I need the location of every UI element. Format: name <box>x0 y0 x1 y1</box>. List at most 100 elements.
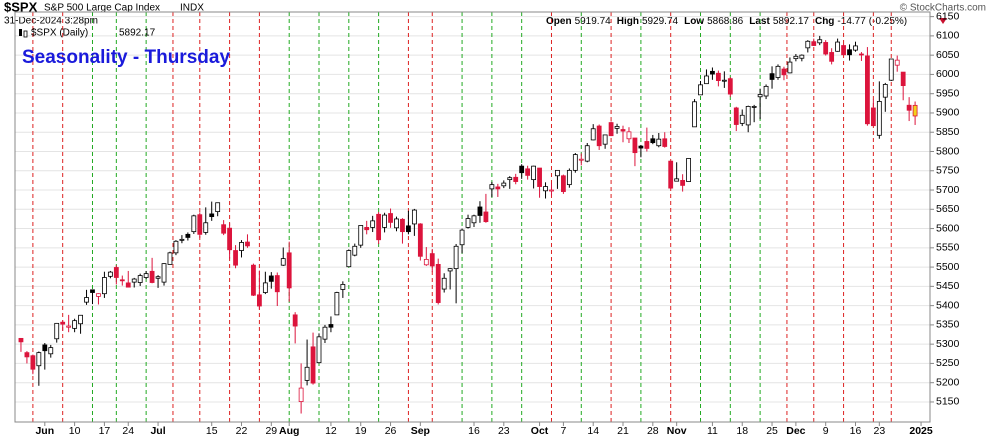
candle-body <box>197 214 203 235</box>
date: 31-Dec-2024 3:28pm <box>4 16 98 27</box>
y-tick-label: 6000 <box>936 68 960 80</box>
candle-body <box>620 129 626 132</box>
candle-body <box>912 104 918 117</box>
y-tick-label: 6050 <box>936 49 960 61</box>
candle-body <box>256 294 262 307</box>
legend-label: $SPX (Daily) <box>31 28 88 39</box>
candle-body <box>370 220 376 228</box>
candle-body <box>423 258 429 266</box>
candle-body <box>376 213 382 241</box>
candle-body <box>644 141 650 149</box>
legend-icon <box>19 29 22 36</box>
candle-body <box>584 145 590 162</box>
x-tick-label: 10 <box>69 425 81 437</box>
x-tick-label: 23 <box>498 425 510 437</box>
candle-body <box>388 213 393 223</box>
candle-body <box>78 314 83 325</box>
candle-body <box>870 107 876 127</box>
candle-body <box>280 258 286 266</box>
candle-body <box>328 324 334 328</box>
y-tick-label: 5600 <box>936 222 960 234</box>
candle-body <box>453 245 459 270</box>
candle-body <box>578 158 584 161</box>
candle-body <box>745 106 751 126</box>
candle-body <box>113 267 119 278</box>
candle-body <box>531 165 536 181</box>
candle-body <box>191 215 197 233</box>
candle-body <box>906 104 912 111</box>
quote-label: Open <box>546 16 572 27</box>
candle-body <box>316 336 322 364</box>
x-tick-label: Nov <box>667 425 687 437</box>
candle-body <box>513 176 519 182</box>
x-tick-label: Dec <box>786 425 805 437</box>
candle-body <box>268 275 274 282</box>
candle-body <box>161 263 167 283</box>
x-tick-label: Jul <box>150 425 165 437</box>
legend-value: 5892.17 <box>119 28 156 39</box>
y-tick-label: 5900 <box>936 107 960 119</box>
candle-body <box>853 45 858 51</box>
y-tick-label: 6150 <box>936 10 960 22</box>
candle-body <box>239 242 244 251</box>
candle-body <box>596 125 602 147</box>
candle-body <box>227 227 232 251</box>
x-tick-label: 18 <box>736 425 748 437</box>
x-tick-label: 15 <box>206 425 218 437</box>
candle-body <box>501 182 507 187</box>
x-tick-label: Aug <box>279 425 299 437</box>
candle-body <box>614 126 620 129</box>
candle-body <box>566 169 572 186</box>
x-tick-label: 14 <box>587 425 599 437</box>
candle-body <box>173 240 179 254</box>
candle-body <box>900 71 906 86</box>
candle-body <box>805 40 811 49</box>
candle-body <box>352 245 358 256</box>
candle-body <box>42 344 48 352</box>
candle-body <box>465 218 471 228</box>
y-tick-label: 5450 <box>936 280 960 292</box>
candle-body <box>209 213 215 218</box>
candle-body <box>334 292 340 316</box>
candle-body <box>650 138 656 144</box>
quote-label: Chg <box>815 16 834 27</box>
x-tick-label: 11 <box>707 425 718 437</box>
candle-body <box>286 252 292 289</box>
candle-body <box>739 114 745 124</box>
plot-area <box>15 12 934 426</box>
candle-body <box>662 138 668 147</box>
candle-body <box>185 233 191 238</box>
candle-body <box>757 94 763 98</box>
candle-body <box>262 282 268 293</box>
x-tick-label: 2025 <box>909 425 933 437</box>
change-pct: (-0.25%) <box>869 16 907 27</box>
candle-body <box>233 250 238 266</box>
candle-body <box>727 78 733 95</box>
x-tick-label: 24 <box>122 425 134 437</box>
quote-value: 5929.74 <box>642 16 679 27</box>
x-tick-label: 29 <box>265 425 277 437</box>
candle-body <box>865 55 870 125</box>
x-tick-label: 16 <box>468 425 480 437</box>
candle-body <box>24 352 30 358</box>
x-tick-label: Jun <box>35 425 54 437</box>
candle-body <box>763 85 769 97</box>
candle-body <box>72 320 78 329</box>
x-tick-label: 7 <box>560 425 566 437</box>
candle-body <box>310 346 316 384</box>
candle-body <box>882 84 888 98</box>
candle-body <box>847 49 852 56</box>
candle-body <box>119 279 125 282</box>
candle-body <box>340 284 346 290</box>
candle-body <box>102 277 107 295</box>
candle-body <box>203 222 209 233</box>
candle-body <box>477 206 483 216</box>
candle-body <box>561 175 566 192</box>
candle-body <box>656 138 662 147</box>
candle-body <box>704 75 709 85</box>
candle-body <box>859 53 864 56</box>
candle-body <box>107 271 113 277</box>
x-tick-label: Sep <box>411 425 430 437</box>
y-tick-label: 5650 <box>936 203 960 215</box>
